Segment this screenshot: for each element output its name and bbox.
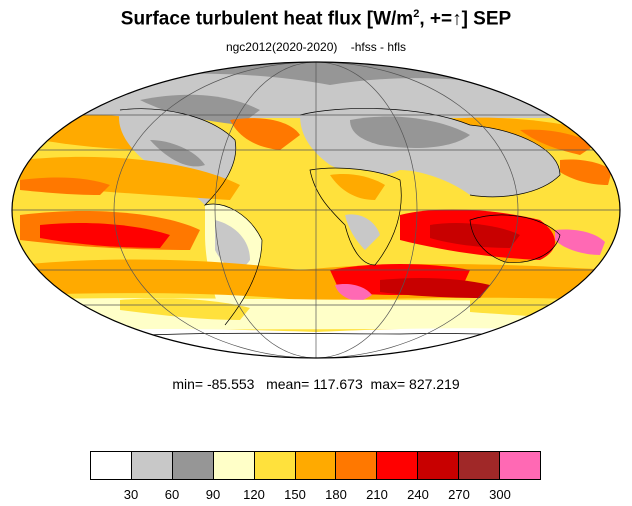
flux-field <box>12 62 620 358</box>
stats-line: min= -85.553 mean= 117.673 max= 827.219 <box>172 376 460 392</box>
colorbar-swatch <box>172 452 214 479</box>
colorbar-swatch <box>336 452 378 479</box>
colorbar-tick-label: 90 <box>205 487 221 502</box>
colorbar-tick-label: 300 <box>489 487 511 502</box>
colorbar-swatch <box>91 452 132 479</box>
world-map <box>11 61 621 359</box>
chart-subtitle: ngc2012(2020-2020) -hfss - hfls <box>225 40 407 54</box>
title-superscript: 2 <box>413 8 420 20</box>
colorbar-tick-label: 210 <box>366 487 388 502</box>
colorbar-tick-label: 150 <box>284 487 306 502</box>
colorbar-swatch <box>131 452 173 479</box>
colorbar-tick-label: 30 <box>123 487 139 502</box>
colorbar-labels: 30 60 90 120 150 180 210 240 270 300 <box>90 487 541 503</box>
colorbar-tick-label: 180 <box>325 487 347 502</box>
colorbar-tick-label: 60 <box>164 487 180 502</box>
map-boundary <box>11 61 621 359</box>
chart-title: Surface turbulent heat flux [W/m2, +=↑] … <box>0 8 632 30</box>
colorbar-tick-label: 270 <box>448 487 470 502</box>
colorbar-swatch <box>500 452 540 479</box>
colorbar-swatch <box>377 452 419 479</box>
colorbar <box>90 451 541 480</box>
colorbar-swatch <box>213 452 255 479</box>
colorbar-swatch <box>295 452 337 479</box>
colorbar-swatch <box>254 452 296 479</box>
colorbar-swatch <box>418 452 460 479</box>
title-main: Surface turbulent heat flux [W/m <box>120 8 414 30</box>
graticule <box>12 62 620 358</box>
title-suffix: , +=↑] SEP <box>419 8 512 30</box>
colorbar-swatch <box>459 452 501 479</box>
colorbar-tick-label: 120 <box>243 487 265 502</box>
colorbar-tick-label: 240 <box>407 487 429 502</box>
